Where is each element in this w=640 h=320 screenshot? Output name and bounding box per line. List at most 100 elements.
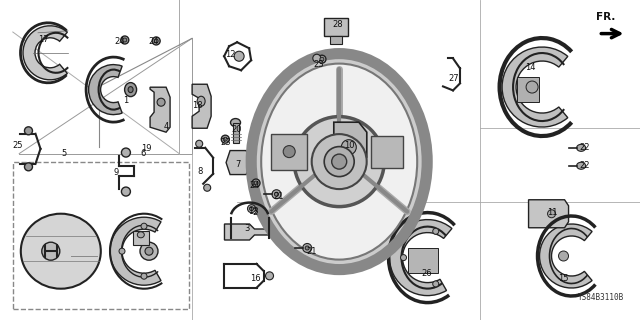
Text: 9: 9 — [114, 168, 119, 177]
Ellipse shape — [122, 187, 131, 196]
Ellipse shape — [305, 246, 309, 250]
Ellipse shape — [248, 205, 255, 213]
Ellipse shape — [152, 37, 160, 45]
Ellipse shape — [294, 116, 384, 207]
Ellipse shape — [313, 54, 321, 62]
Ellipse shape — [141, 223, 147, 229]
Text: 5: 5 — [61, 149, 67, 158]
Ellipse shape — [559, 251, 568, 261]
Ellipse shape — [24, 163, 33, 171]
Polygon shape — [334, 122, 367, 169]
Ellipse shape — [433, 281, 439, 287]
Ellipse shape — [252, 179, 260, 187]
Ellipse shape — [284, 146, 295, 158]
Text: TS84B3110B: TS84B3110B — [578, 293, 624, 302]
Polygon shape — [226, 151, 252, 175]
Wedge shape — [390, 220, 452, 296]
Ellipse shape — [125, 83, 136, 97]
Text: 21: 21 — [306, 247, 316, 256]
Text: 26: 26 — [421, 269, 432, 278]
Text: 24: 24 — [114, 37, 124, 46]
Text: 1: 1 — [124, 96, 129, 105]
Ellipse shape — [122, 148, 131, 157]
Bar — [133, 231, 149, 245]
Ellipse shape — [577, 162, 586, 169]
Text: 18: 18 — [192, 101, 203, 110]
Ellipse shape — [324, 147, 354, 177]
Bar — [330, 36, 342, 44]
Ellipse shape — [252, 53, 428, 269]
Ellipse shape — [312, 134, 367, 189]
Polygon shape — [225, 224, 275, 240]
Ellipse shape — [234, 51, 244, 61]
Ellipse shape — [223, 137, 227, 141]
Text: 17: 17 — [38, 35, 49, 44]
Text: 24: 24 — [250, 181, 260, 190]
Ellipse shape — [577, 144, 586, 151]
Wedge shape — [110, 217, 161, 285]
Text: 28: 28 — [333, 20, 344, 29]
Ellipse shape — [266, 272, 273, 280]
Bar — [408, 248, 438, 273]
Text: 19: 19 — [141, 144, 151, 153]
Ellipse shape — [157, 98, 165, 106]
Ellipse shape — [119, 248, 125, 254]
Ellipse shape — [332, 154, 347, 169]
Ellipse shape — [196, 140, 203, 147]
Ellipse shape — [254, 181, 258, 185]
Text: 15: 15 — [558, 274, 568, 283]
Wedge shape — [88, 65, 122, 115]
Text: 13: 13 — [248, 207, 259, 216]
Ellipse shape — [230, 119, 241, 127]
Text: 7: 7 — [235, 160, 240, 169]
Ellipse shape — [154, 39, 158, 43]
Text: 4: 4 — [163, 122, 168, 131]
Polygon shape — [529, 200, 568, 228]
Bar — [271, 134, 307, 170]
Ellipse shape — [261, 64, 417, 260]
Ellipse shape — [121, 36, 129, 44]
Ellipse shape — [42, 242, 60, 260]
Wedge shape — [540, 224, 592, 288]
Ellipse shape — [320, 57, 324, 61]
Ellipse shape — [128, 87, 133, 92]
Ellipse shape — [341, 140, 356, 155]
Text: 2: 2 — [253, 208, 258, 217]
Ellipse shape — [221, 135, 229, 143]
Ellipse shape — [401, 255, 406, 260]
Text: 22: 22 — [579, 161, 589, 170]
Text: 14: 14 — [525, 63, 535, 72]
Ellipse shape — [123, 38, 127, 42]
Text: 12: 12 — [225, 50, 236, 59]
Ellipse shape — [250, 207, 253, 211]
Text: 24: 24 — [148, 37, 159, 46]
Ellipse shape — [197, 96, 205, 106]
Ellipse shape — [24, 127, 33, 135]
Ellipse shape — [272, 190, 281, 199]
Bar — [371, 136, 403, 168]
Ellipse shape — [303, 244, 312, 252]
Wedge shape — [23, 26, 67, 80]
Bar — [232, 123, 239, 143]
Text: 11: 11 — [547, 208, 557, 217]
Ellipse shape — [275, 192, 278, 196]
Text: 23: 23 — [314, 60, 324, 68]
Bar — [324, 18, 348, 36]
Text: 22: 22 — [579, 143, 589, 152]
Text: 3: 3 — [244, 224, 250, 233]
Ellipse shape — [526, 81, 538, 93]
Ellipse shape — [145, 247, 153, 255]
Ellipse shape — [318, 55, 326, 63]
Text: 16: 16 — [250, 274, 260, 283]
Text: 6: 6 — [141, 149, 146, 158]
Text: 8: 8 — [197, 167, 202, 176]
Text: 20: 20 — [232, 125, 242, 134]
Ellipse shape — [548, 210, 556, 218]
Text: FR.: FR. — [596, 12, 616, 22]
Ellipse shape — [433, 228, 439, 234]
Bar — [517, 77, 539, 102]
Ellipse shape — [140, 242, 158, 260]
Bar — [13, 162, 189, 309]
Ellipse shape — [204, 184, 211, 191]
Polygon shape — [192, 84, 211, 128]
